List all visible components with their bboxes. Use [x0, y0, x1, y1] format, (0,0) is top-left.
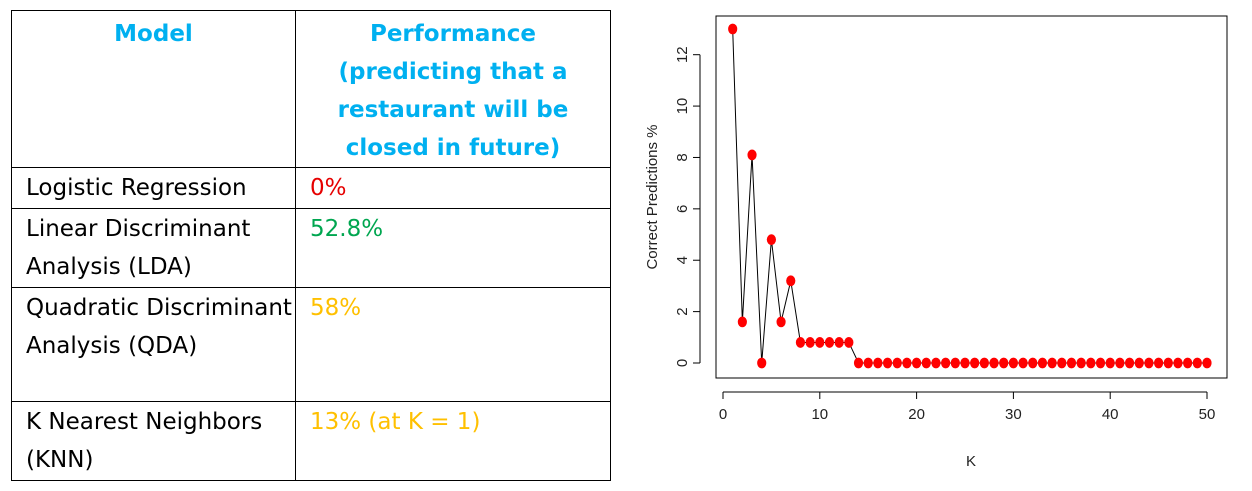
data-point: [950, 357, 960, 369]
data-point: [1047, 357, 1057, 369]
y-tick-label: 2: [674, 307, 691, 315]
knn-chart: 0 10 20 30 40 50 0 2 4 6 8 10 12 K Correct Predictio…: [644, 15, 1228, 470]
data-point: [1173, 357, 1183, 369]
x-tick-label: 20: [908, 406, 925, 423]
data-point: [873, 357, 883, 369]
x-tick-label: 50: [1199, 406, 1216, 423]
performance-table: Model Performance (predicting that a res…: [11, 10, 611, 481]
data-point: [747, 149, 757, 161]
data-point: [1095, 357, 1106, 369]
data-point: [834, 337, 844, 348]
data-point: [902, 357, 912, 369]
data-point: [999, 357, 1009, 369]
data-point: [1066, 357, 1077, 369]
data-point: [795, 337, 806, 348]
cell-model: K Nearest Neighbors (KNN): [11, 401, 296, 481]
data-point: [1115, 357, 1125, 369]
data-point: [1192, 357, 1202, 369]
axes: 0 10 20 30 40 50 0 2 4 6 8 10 12: [674, 46, 1215, 423]
cell-model: Linear Discriminant Analysis (LDA): [11, 208, 296, 288]
data-point: [1028, 357, 1038, 369]
data-point: [728, 23, 738, 35]
data-point: [1105, 357, 1115, 369]
cell-performance: 58%: [295, 287, 611, 402]
data-points: [728, 23, 1212, 369]
cell-performance: 13% (at K = 1): [295, 401, 611, 481]
x-tick-label: 40: [1102, 406, 1119, 423]
data-point: [989, 357, 999, 369]
data-point: [941, 357, 951, 369]
cell-performance: 0%: [295, 167, 611, 209]
data-point: [979, 357, 989, 369]
data-point: [737, 316, 747, 328]
x-tick-label: 0: [719, 406, 727, 423]
data-point: [776, 316, 786, 328]
data-point: [960, 357, 970, 369]
data-point: [844, 337, 854, 348]
data-point: [912, 357, 922, 369]
data-point: [815, 337, 825, 348]
table-header-row: Model Performance (predicting that a res…: [11, 10, 611, 168]
data-point: [1202, 357, 1212, 369]
data-point: [1076, 357, 1086, 369]
data-point: [1144, 357, 1154, 369]
cell-performance: 52.8%: [295, 208, 611, 288]
data-point: [1124, 357, 1135, 369]
data-point: [1163, 357, 1173, 369]
table-row: K Nearest Neighbors (KNN) 13% (at K = 1): [11, 401, 611, 481]
data-point: [1154, 357, 1164, 369]
data-point: [882, 357, 893, 369]
data-point: [1183, 357, 1193, 369]
data-point: [757, 357, 767, 369]
y-tick-label: 6: [674, 205, 691, 213]
y-tick-label: 10: [674, 98, 691, 115]
data-point: [1018, 357, 1028, 369]
table-row: Linear Discriminant Analysis (LDA) 52.8%: [11, 208, 611, 288]
data-point: [1037, 357, 1048, 369]
x-axis-label: K: [966, 453, 976, 470]
x-tick-label: 10: [811, 406, 828, 423]
data-point: [766, 234, 776, 246]
data-point: [1057, 357, 1067, 369]
table-row: Logistic Regression 0%: [11, 167, 611, 209]
plot-frame: [715, 15, 1228, 379]
data-point: [1134, 357, 1144, 369]
header-performance: Performance (predicting that a restauran…: [295, 10, 611, 168]
data-point: [805, 337, 815, 348]
y-axis-label: Correct Predictions %: [644, 124, 661, 269]
data-point: [921, 357, 931, 369]
header-model: Model: [11, 10, 296, 168]
data-point: [853, 357, 864, 369]
cell-model: Logistic Regression: [11, 167, 296, 209]
data-point: [786, 275, 796, 287]
data-point: [863, 357, 873, 369]
data-point: [1008, 357, 1018, 369]
y-tick-label: 12: [674, 46, 691, 63]
data-point: [970, 357, 980, 369]
table-row: Quadratic Discriminant Analysis (QDA) 58…: [11, 287, 611, 402]
y-tick-label: 4: [674, 256, 691, 264]
y-tick-label: 8: [674, 153, 691, 161]
data-point: [892, 357, 902, 369]
x-tick-label: 30: [1005, 406, 1022, 423]
series-line: [732, 28, 1207, 364]
data-point: [824, 337, 835, 348]
data-point: [1086, 357, 1096, 369]
y-tick-label: 0: [674, 359, 691, 367]
cell-model: Quadratic Discriminant Analysis (QDA): [11, 287, 296, 402]
data-point: [931, 357, 941, 369]
